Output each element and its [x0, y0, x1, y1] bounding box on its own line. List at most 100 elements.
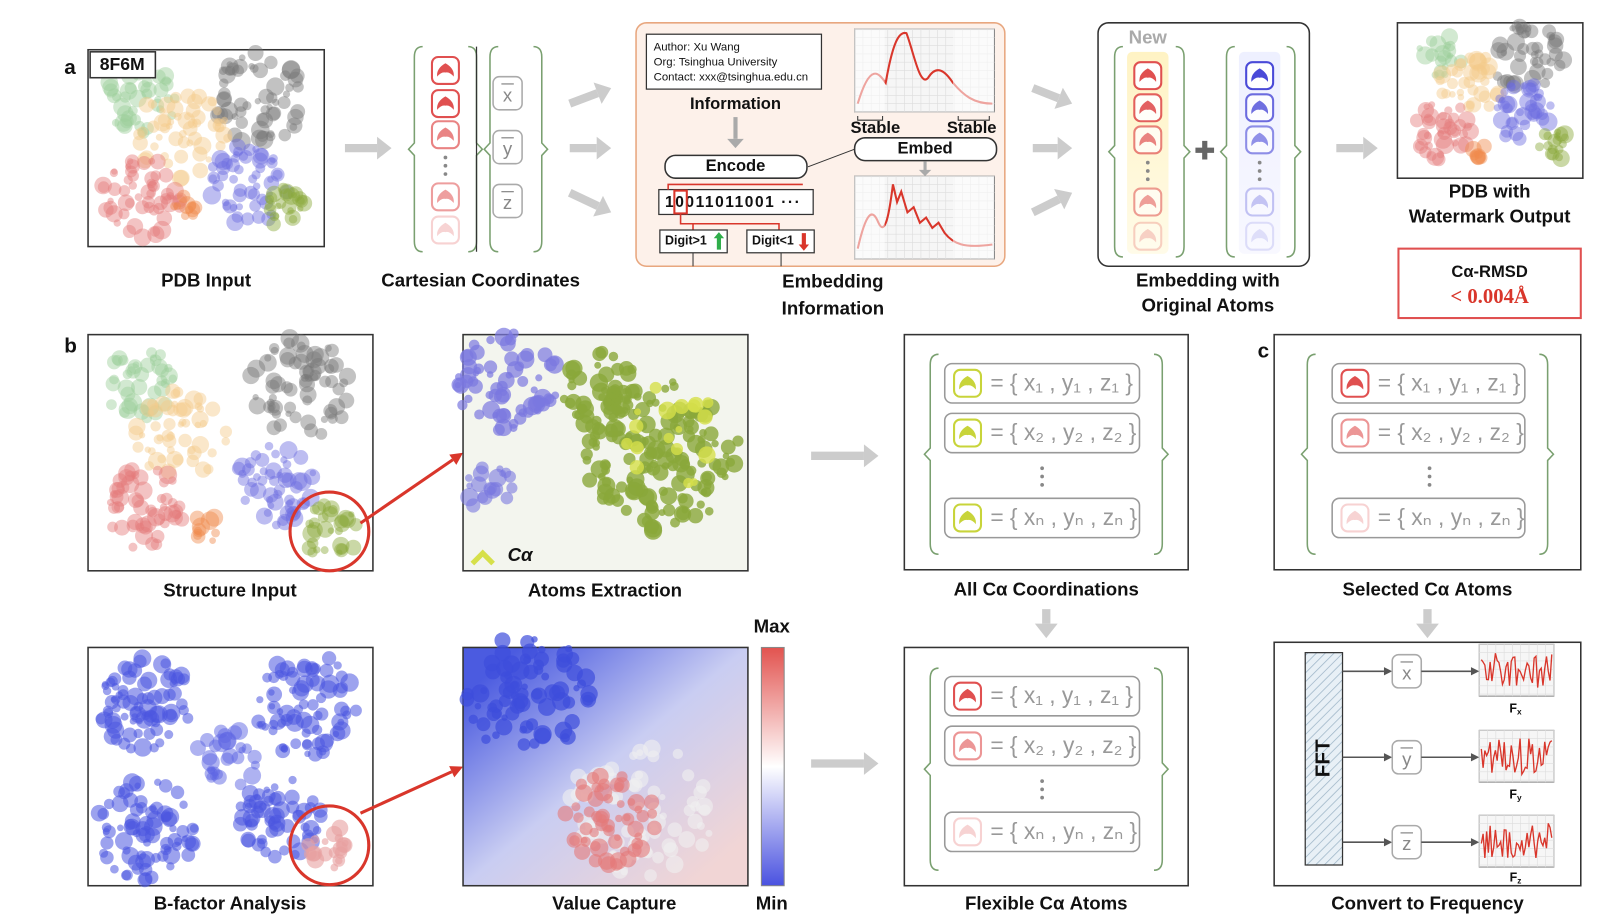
atom-blob	[248, 174, 258, 184]
caption: Convert to Frequency	[1331, 892, 1524, 913]
atom-blob	[122, 224, 137, 239]
atom-blob	[146, 189, 155, 198]
atom-blob	[316, 520, 334, 538]
atom-blob	[124, 470, 136, 482]
atom-icon-glyph	[959, 688, 976, 703]
atom-blob	[301, 373, 309, 382]
atom-blob	[1519, 93, 1537, 111]
bracket	[923, 353, 939, 556]
atom-blob	[247, 749, 262, 765]
stable-label: Stable	[850, 118, 900, 137]
atom-blob	[594, 361, 602, 369]
atom-blob	[229, 138, 246, 156]
vector-label: z	[503, 192, 512, 213]
atom-blob	[321, 506, 339, 523]
atom-blob	[175, 402, 192, 418]
atom-blob	[298, 374, 313, 388]
atom-blob	[216, 91, 233, 107]
atom-blob	[255, 507, 273, 525]
atom-blob	[670, 442, 684, 456]
atom-blob	[630, 441, 644, 455]
atom-blob	[279, 347, 297, 365]
atom-blob	[103, 200, 118, 215]
atom-blob	[259, 195, 274, 210]
atom-blob	[158, 107, 166, 115]
atom-icon-glyph	[1346, 510, 1364, 525]
atom-blob	[157, 454, 167, 464]
atom-blob	[254, 98, 261, 105]
atom-blob	[141, 76, 153, 88]
atom-blob	[111, 118, 120, 127]
atom-blob	[139, 404, 150, 415]
atom-blob	[103, 83, 118, 98]
atom-blob	[167, 110, 177, 120]
atom-blob	[207, 448, 217, 458]
atom-blob	[147, 385, 162, 400]
atom-blob	[280, 70, 291, 82]
atom-blob	[615, 481, 628, 493]
atom-blob	[152, 465, 163, 476]
atom-blob	[118, 208, 130, 220]
atom-icon-glyph	[959, 425, 976, 440]
atom-blob	[265, 379, 280, 394]
bracket	[1539, 353, 1555, 556]
atom-blob	[123, 175, 133, 185]
scale-min: Min	[756, 892, 788, 913]
atom-blob	[194, 461, 212, 478]
atom-blob	[111, 481, 125, 495]
atom-blob	[268, 405, 275, 412]
atom-blob	[174, 149, 189, 164]
atom-blob	[631, 837, 644, 850]
atom-blob	[269, 376, 287, 393]
atom-blob	[266, 185, 283, 203]
atom-blob	[127, 492, 144, 509]
atom-blob	[249, 64, 259, 73]
atom-icon	[1245, 221, 1275, 251]
atom-blob	[180, 88, 196, 104]
atom-blob	[154, 96, 162, 104]
atom-blob	[636, 749, 644, 757]
atom-blob	[521, 643, 538, 660]
atom-blob	[167, 118, 175, 126]
atom-blob	[226, 62, 240, 76]
atom-blob	[1453, 118, 1467, 132]
atom-blob	[173, 200, 186, 213]
atom-blob	[134, 517, 152, 534]
atom-blob	[108, 501, 121, 514]
atom-blob	[142, 195, 155, 209]
atom-blob	[1463, 64, 1480, 81]
stable-fade	[855, 30, 885, 111]
atom-blob	[242, 101, 252, 111]
atom-blob	[135, 853, 152, 870]
atom-blob	[293, 353, 310, 370]
atom-blob	[264, 191, 278, 205]
atom-blob	[293, 472, 312, 491]
atom-blob	[273, 418, 287, 432]
atom-blob	[687, 507, 704, 524]
atom-blob	[163, 158, 174, 169]
atom-blob	[254, 148, 269, 162]
atom-blob	[255, 112, 270, 127]
atom-blob	[284, 789, 300, 805]
atom-icon	[953, 817, 983, 847]
atom-blob	[109, 490, 124, 504]
atom-blob	[176, 698, 188, 710]
atom-blob	[1458, 136, 1474, 153]
atom-blob	[212, 179, 224, 192]
bit-highlight	[673, 189, 688, 215]
atom-icon-glyph	[437, 222, 454, 237]
coordinate-row	[943, 675, 1141, 717]
atom-blob	[133, 128, 145, 141]
atom-blob	[196, 405, 205, 413]
zoom-arrow	[359, 770, 453, 815]
atom-blob	[1503, 75, 1516, 88]
atom-blob	[230, 153, 240, 163]
atom-blob	[293, 450, 309, 465]
bracket	[1219, 45, 1235, 258]
atom-blob	[225, 158, 240, 173]
atom-blob	[132, 361, 140, 369]
atom-blob	[301, 728, 311, 738]
atom-blob	[266, 216, 281, 232]
atom-blob	[107, 182, 122, 197]
